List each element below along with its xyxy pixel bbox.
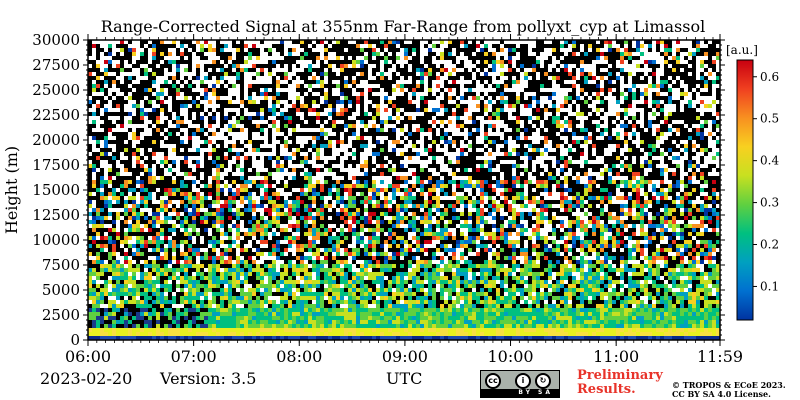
x-tick-label: 11:59 [697,347,743,366]
x-tick-label: 08:00 [276,347,322,366]
cc-by-icon: i [515,373,531,389]
y-tick-label: 7500 [42,256,80,274]
colorbar-tick-label: 0.3 [760,196,779,210]
y-tick-label: 25000 [32,81,80,99]
colorbar-tick-label: 0.2 [760,238,779,252]
colorbar-tick-label: 0.5 [760,112,779,126]
colorbar-label: [a.u.] [726,43,758,57]
y-tick-label: 2500 [42,306,80,324]
y-tick-label: 30000 [32,31,80,49]
preliminary-notice: Preliminary Results. [577,369,663,397]
x-tick-label: 11:00 [593,347,639,366]
preliminary-line1: Preliminary [577,368,663,383]
copyright-notice: © TROPOS & ECoE 2023. CC BY SA 4.0 Licen… [672,381,786,399]
cc-sa-icon: ↻ [535,373,551,389]
y-axis: 0 2500 5000 7500 10000 12500 15000 17500 20000 22… [32,31,725,349]
x-tick-label: 10:00 [487,347,533,366]
y-tick-label: 5000 [42,281,80,299]
copyright-line1: © TROPOS & ECoE 2023. [672,380,786,390]
plot-area [87,39,721,341]
x-axis-label: UTC [386,369,423,388]
cc-icon: cc [485,373,501,389]
y-axis-label: Height (m) [2,146,21,234]
x-axis: 06:00 07:00 08:00 09:00 10:00 11:00 11:59 [65,34,743,366]
chart-title: Range-Corrected Signal at 355nm Far-Rang… [101,17,705,36]
colorbar-gradient [736,59,754,321]
x-tick-label: 06:00 [65,347,111,366]
x-tick-label: 09:00 [382,347,428,366]
colorbar-tick-label: 0.6 [760,70,779,84]
y-tick-label: 0 [70,331,80,349]
colorbar-ticks: 0.1 0.2 0.3 0.4 0.5 0.6 [753,70,779,293]
heatmap-cells [88,40,720,340]
footer-date: 2023-02-20 [40,369,133,388]
colorbar-tick-label: 0.1 [760,279,779,293]
y-tick-label: 15000 [32,181,80,199]
y-tick-label: 22500 [32,106,80,124]
y-tick-label: 12500 [32,206,80,224]
copyright-line2: CC BY SA 4.0 License. [672,389,771,399]
colorbar: [a.u.] 0.1 0.2 0.3 0.4 0.5 0.6 [726,43,779,321]
preliminary-line2: Results. [577,382,636,397]
y-tick-label: 17500 [32,156,80,174]
cc-badge-text: BY SA [481,389,559,397]
footer-version: Version: 3.5 [160,369,257,388]
cc-license-badge: cc i ↻ BY SA [480,370,560,398]
colorbar-tick-label: 0.4 [760,154,779,168]
y-tick-label: 20000 [32,131,80,149]
x-tick-label: 07:00 [171,347,217,366]
y-tick-label: 27500 [32,56,80,74]
y-tick-label: 10000 [32,231,80,249]
